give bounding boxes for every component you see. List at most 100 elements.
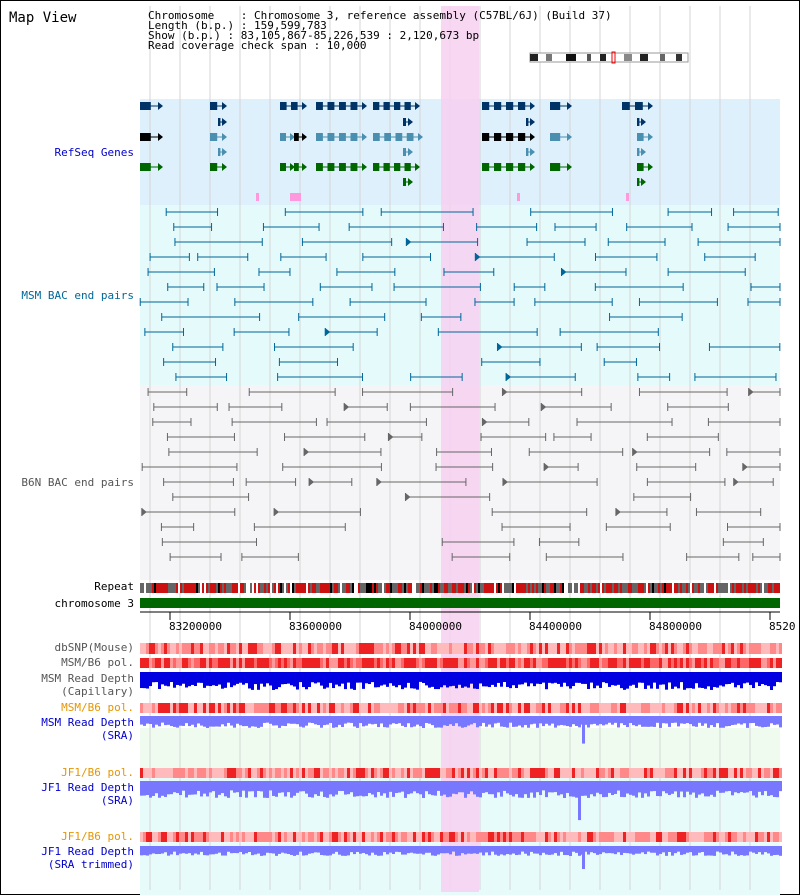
read-depth-bar [251, 846, 254, 856]
read-depth-bar [140, 781, 143, 796]
read-depth-bar [560, 846, 563, 852]
read-depth-bar [578, 672, 581, 683]
polymorphism-cell [272, 703, 275, 713]
repeat-element [458, 583, 460, 593]
track-label-dbsnp[interactable]: dbSNP(Mouse) [54, 641, 134, 654]
track-label-repeat[interactable]: Repeat [94, 580, 134, 593]
polymorphism-cell [671, 832, 674, 842]
read-depth-bar [767, 781, 770, 796]
polymorphism-cell [233, 658, 236, 668]
polymorphism-cell [194, 832, 197, 842]
refseq-gene-arrow [362, 133, 367, 141]
track-label-jf1-depth-sra-trimmed[interactable]: JF1 Read Depth (SRA trimmed) [41, 845, 134, 871]
polymorphism-cell [758, 643, 761, 654]
polymorphism-cell [317, 832, 320, 842]
read-depth-bar [161, 781, 164, 796]
polymorphism-cell [290, 643, 293, 654]
track-label-refseq[interactable]: RefSeq Genes [54, 146, 134, 159]
polymorphism-cell [401, 832, 404, 842]
read-depth-bar [596, 846, 599, 855]
repeat-element [456, 583, 458, 593]
polymorphism-cell [323, 703, 326, 713]
read-depth-bar [167, 846, 170, 856]
repeat-element [648, 583, 650, 593]
repeat-element [228, 583, 230, 593]
read-depth-bar [776, 846, 779, 855]
read-depth-bar [518, 781, 521, 798]
track-label-msm-b6-pol[interactable]: MSM/B6 pol. [61, 656, 134, 669]
read-depth-bar [623, 672, 626, 690]
polymorphism-cell [437, 703, 440, 713]
polymorphism-cell [350, 703, 353, 713]
repeat-element [528, 583, 530, 593]
read-depth-bar [710, 672, 713, 690]
polymorphism-cell [719, 643, 722, 654]
track-label-jf1-b6-pol[interactable]: JF1/B6 pol. [61, 766, 134, 779]
repeat-element [752, 583, 754, 593]
track-label-msm-bac[interactable]: MSM BAC end pairs [21, 289, 134, 302]
polymorphism-cell [725, 832, 728, 842]
read-depth-bar [410, 672, 413, 689]
read-depth-bar [530, 781, 533, 793]
repeat-element [766, 583, 768, 593]
polymorphism-cell [527, 658, 530, 668]
repeat-element [422, 583, 424, 593]
polymorphism-cell [143, 658, 146, 668]
read-depth-bar [674, 846, 677, 854]
refseq-gene-exon [394, 163, 401, 171]
read-depth-bar [221, 716, 224, 725]
repeat-element [602, 583, 604, 593]
polymorphism-cell [173, 768, 176, 778]
read-depth-bar [401, 846, 404, 855]
read-depth-bar [323, 672, 326, 689]
track-label-jf1-b6-pol-trimmed[interactable]: JF1/B6 pol. [61, 830, 134, 843]
polymorphism-cell [419, 658, 422, 668]
read-depth-bar [161, 846, 164, 854]
repeat-element [580, 583, 582, 593]
repeat-element [468, 583, 470, 593]
read-depth-bar [428, 781, 431, 795]
track-label-msm-depth-capillary[interactable]: MSM Read Depth (Capillary) [41, 672, 134, 698]
polymorphism-cell [536, 703, 539, 713]
polymorphism-cell [641, 643, 644, 654]
polymorphism-cell [608, 832, 611, 842]
track-label-jf1-depth-sra[interactable]: JF1 Read Depth (SRA) [41, 781, 134, 807]
polymorphism-cell [530, 703, 533, 713]
polymorphism-cell [362, 768, 365, 778]
polymorphism-cell [593, 832, 596, 842]
polymorphism-cell [419, 768, 422, 778]
polymorphism-cell [305, 832, 308, 842]
polymorphism-cell [563, 832, 566, 842]
track-label-b6n-bac[interactable]: B6N BAC end pairs [21, 476, 134, 489]
polymorphism-cell [170, 768, 173, 778]
polymorphism-cell [161, 703, 164, 713]
polymorphism-cell [395, 658, 398, 668]
refseq-gene-exon [384, 133, 391, 141]
repeat-element [720, 583, 722, 593]
polymorphism-cell [548, 658, 551, 668]
polymorphism-cell [257, 832, 260, 842]
read-depth-bar [767, 672, 770, 687]
read-depth-bar [698, 672, 701, 688]
read-depth-bar [434, 716, 437, 728]
polymorphism-cell [215, 768, 218, 778]
polymorphism-cell [221, 768, 224, 778]
track-label-chromosome[interactable]: chromosome 3 [54, 597, 134, 610]
read-depth-bar [692, 716, 695, 727]
track-label-msm-depth-sra[interactable]: MSM Read Depth (SRA) [41, 716, 134, 742]
refseq-gene-exon [140, 163, 151, 171]
polymorphism-cell [359, 643, 362, 654]
read-depth-bar [335, 716, 338, 728]
b6n-bac-pair-arrow [376, 478, 382, 486]
polymorphism-cell [155, 643, 158, 654]
repeat-element [348, 583, 350, 593]
repeat-element [160, 583, 162, 593]
polymorphism-cell [554, 643, 557, 654]
polymorphism-cell [608, 703, 611, 713]
track-label-msm-b6-pol-sra[interactable]: MSM/B6 pol. [61, 701, 134, 714]
polymorphism-cell [350, 658, 353, 668]
polymorphism-cell [377, 643, 380, 654]
read-depth-bar [548, 846, 551, 855]
polymorphism-cell [230, 643, 233, 654]
